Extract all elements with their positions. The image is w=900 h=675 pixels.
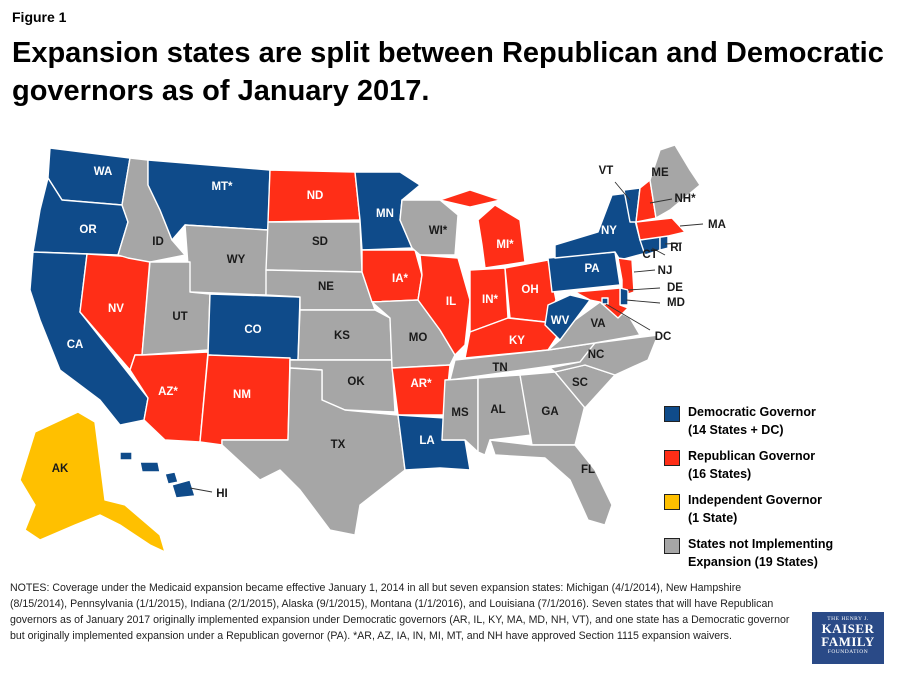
- kff-logo: THE HENRY J. KAISER FAMILY FOUNDATION: [812, 612, 884, 664]
- state-label-vt: VT: [599, 165, 614, 177]
- state-label-wi: WI*: [429, 225, 448, 237]
- leader-md: [625, 299, 661, 304]
- state-label-ms: MS: [451, 407, 469, 419]
- state-fl: [489, 439, 613, 526]
- state-de: [619, 287, 629, 306]
- state-label-pa: PA: [584, 263, 599, 275]
- state-label-az: AZ*: [158, 386, 178, 398]
- legend-swatch-republican: [664, 450, 680, 466]
- state-label-mi: MI*: [496, 239, 514, 251]
- state-ma: [635, 217, 686, 241]
- state-label-oh: OH: [521, 284, 538, 296]
- state-ri: [659, 235, 669, 251]
- leader-ri: [664, 242, 683, 245]
- state-label-wv: WV: [551, 315, 570, 327]
- leader-nh: [649, 198, 673, 204]
- leader-de: [627, 287, 661, 291]
- legend-label: Independent Governor (1 State): [688, 493, 823, 525]
- page-title: Expansion states are split between Repub…: [12, 37, 884, 107]
- state-label-mt: MT*: [211, 181, 233, 193]
- state-label-co: CO: [244, 324, 261, 336]
- state-label-ak: AK: [52, 463, 69, 475]
- legend-swatch-independent: [664, 494, 680, 510]
- state-label-hi: HI: [216, 488, 228, 500]
- state-ga: [519, 371, 586, 446]
- leader-vt: [614, 181, 631, 201]
- state-label-wy: WY: [227, 254, 246, 266]
- state-label-tn: TN: [492, 362, 507, 374]
- leader-ct: [651, 247, 666, 256]
- state-label-ia: IA*: [392, 273, 409, 285]
- state-label-ut: UT: [172, 311, 187, 323]
- state-ms: [441, 377, 479, 453]
- state-dc: [601, 297, 609, 305]
- state-label-il: IL: [446, 296, 456, 308]
- state-label-nh: NH*: [674, 193, 696, 205]
- legend-label: Democratic Governor (14 States + DC): [688, 405, 816, 437]
- legend-item-republican: Republican Governor (16 States): [664, 446, 896, 486]
- state-me: [649, 144, 701, 219]
- state-label-va: VA: [590, 318, 605, 330]
- state-label-mn: MN: [376, 208, 394, 220]
- leader-dc: [605, 303, 651, 331]
- state-label-wa: WA: [94, 166, 113, 178]
- state-label-nm: NM: [233, 389, 251, 401]
- state-label-ct: CT: [642, 249, 657, 261]
- state-label-nj: NJ: [658, 265, 673, 277]
- state-label-sd: SD: [312, 236, 328, 248]
- figure-label: Figure 1: [12, 9, 67, 25]
- state-label-ny: NY: [601, 225, 617, 237]
- state-wv: [544, 294, 591, 341]
- state-wi: [399, 199, 459, 256]
- state-label-mo: MO: [409, 332, 428, 344]
- state-label-ca: CA: [67, 339, 84, 351]
- state-label-de: DE: [667, 282, 683, 294]
- legend-swatch-not-implementing: [664, 538, 680, 554]
- legend-item-independent: Independent Governor (1 State): [664, 490, 896, 530]
- state-il: [417, 254, 471, 356]
- state-label-fl: FL: [581, 464, 595, 476]
- state-label-ri: RI: [670, 242, 682, 254]
- state-nc: [549, 334, 659, 376]
- state-label-ky: KY: [509, 335, 525, 347]
- legend: Democratic Governor (14 States + DC) Repu…: [664, 402, 896, 578]
- legend-label: States not Implementing Expansion (19 Sta…: [688, 537, 834, 569]
- state-label-la: LA: [419, 435, 434, 447]
- state-label-ks: KS: [334, 330, 350, 342]
- state-label-sc: SC: [572, 377, 588, 389]
- legend-label: Republican Governor (16 States): [688, 449, 816, 481]
- state-tx: [221, 367, 406, 536]
- state-label-nc: NC: [588, 349, 605, 361]
- state-label-nv: NV: [108, 303, 124, 315]
- state-label-ma: MA: [708, 219, 726, 231]
- state-label-or: OR: [79, 224, 97, 236]
- state-label-ga: GA: [541, 406, 558, 418]
- state-label-tx: TX: [331, 439, 346, 451]
- state-hi: [119, 451, 196, 499]
- legend-item-democratic: Democratic Governor (14 States + DC): [664, 402, 896, 442]
- state-label-in: IN*: [482, 294, 499, 306]
- state-label-ne: NE: [318, 281, 334, 293]
- state-label-nd: ND: [307, 190, 324, 202]
- state-label-id: ID: [152, 236, 164, 248]
- state-ak: [19, 411, 166, 553]
- notes: NOTES: Coverage under the Medicaid expan…: [10, 582, 790, 642]
- state-label-ar: AR*: [410, 378, 432, 390]
- state-label-md: MD: [667, 297, 685, 309]
- leader-hi: [189, 487, 213, 493]
- leader-nj: [633, 269, 656, 273]
- state-label-ok: OK: [347, 376, 365, 388]
- state-mi: [439, 189, 526, 269]
- legend-item-not-implementing: States not Implementing Expansion (19 Sta…: [664, 534, 896, 574]
- legend-swatch-democratic: [664, 406, 680, 422]
- leader-ma: [679, 223, 704, 227]
- state-label-me: ME: [651, 167, 669, 179]
- state-label-dc: DC: [655, 331, 672, 343]
- state-label-al: AL: [490, 404, 505, 416]
- state-ar: [391, 364, 451, 416]
